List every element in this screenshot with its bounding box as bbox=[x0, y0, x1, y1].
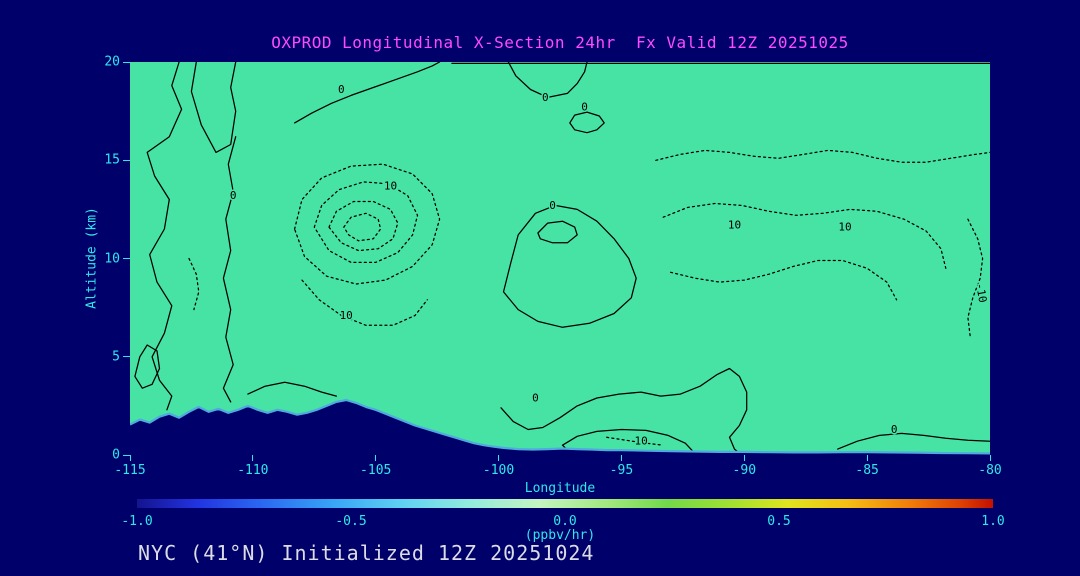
contour-line-dotted bbox=[662, 202, 947, 269]
contour-line-dotted bbox=[293, 163, 441, 285]
contour-label: 0 bbox=[542, 91, 549, 104]
contour-line-dotted bbox=[301, 279, 428, 326]
colorbar-tick-label: -0.5 bbox=[335, 514, 367, 529]
contour-line-dotted bbox=[328, 200, 399, 252]
x-axis-label: Longitude bbox=[524, 481, 596, 496]
x-tick-mark bbox=[498, 455, 500, 461]
x-tick-label: -80 bbox=[978, 463, 1002, 478]
colorbar-tick-label: 0.0 bbox=[553, 514, 577, 529]
contour-label: 10 bbox=[340, 309, 353, 322]
footer-annotation: NYC (41°N) Initialized 12Z 20251024 bbox=[138, 541, 595, 565]
contour-label: 10 bbox=[634, 435, 647, 448]
chart-title: OXPROD Longitudinal X-Section 24hr Fx Va… bbox=[271, 33, 849, 52]
x-tick-label: -85 bbox=[855, 463, 879, 478]
contour-label: 10 bbox=[384, 179, 397, 192]
contour-label: -10 bbox=[973, 282, 989, 304]
contour-plot: 0 0 0 0 0 10 10 10 10 -10 0 10 0 bbox=[130, 62, 990, 455]
contour-label: 0 bbox=[891, 423, 898, 436]
contour-line-solid bbox=[247, 381, 338, 397]
terrain-silhouette bbox=[130, 400, 990, 455]
y-tick-label: 5 bbox=[112, 349, 120, 365]
y-tick-label: 15 bbox=[104, 152, 120, 168]
y-tick-mark bbox=[123, 454, 130, 456]
colorbar-units-label: (ppbv/hr) bbox=[524, 528, 596, 543]
y-tick-mark bbox=[123, 258, 130, 259]
x-tick-label: -90 bbox=[732, 463, 757, 478]
y-axis-label: Altitude (km) bbox=[84, 207, 100, 309]
contour-line-dotted bbox=[343, 212, 382, 242]
contour-line-solid bbox=[569, 111, 605, 134]
contour-line-dotted bbox=[606, 436, 664, 446]
y-tick-mark bbox=[123, 356, 130, 358]
colorbar-tick-label: -1.0 bbox=[121, 514, 153, 529]
contour-label: 10 bbox=[728, 219, 741, 232]
colorbar bbox=[137, 499, 993, 508]
x-tick-mark bbox=[129, 455, 131, 461]
contour-line-solid bbox=[293, 62, 441, 124]
x-tick-mark bbox=[743, 455, 745, 461]
contour-label: 0 bbox=[532, 392, 539, 405]
x-tick-mark bbox=[252, 455, 254, 461]
y-tick-label: 10 bbox=[104, 251, 120, 266]
contour-line-solid bbox=[190, 62, 237, 154]
x-tick-label: -110 bbox=[237, 463, 269, 478]
x-tick-label: -115 bbox=[114, 463, 146, 478]
contour-line-solid bbox=[837, 432, 990, 450]
y-tick-mark bbox=[123, 159, 130, 161]
y-tick-label: 0 bbox=[112, 447, 120, 463]
y-tick-label: 20 bbox=[104, 54, 120, 70]
contour-line-dotted bbox=[669, 259, 898, 301]
contour-label: 0 bbox=[338, 83, 345, 96]
contour-line-dotted bbox=[967, 218, 984, 338]
x-tick-mark bbox=[375, 455, 377, 461]
x-tick-label: -105 bbox=[360, 463, 392, 478]
terrain-edge-highlight bbox=[130, 398, 990, 455]
contour-line-solid bbox=[146, 62, 183, 411]
colorbar-tick-label: 0.5 bbox=[767, 514, 791, 529]
x-tick-mark bbox=[620, 455, 622, 461]
x-tick-mark bbox=[866, 455, 868, 461]
contour-line-solid bbox=[500, 367, 748, 455]
colorbar-tick-label: 1.0 bbox=[981, 514, 1005, 529]
x-tick-mark bbox=[989, 455, 991, 461]
contour-line-solid bbox=[507, 62, 588, 99]
y-tick-mark bbox=[123, 61, 130, 63]
contour-label: 0 bbox=[581, 101, 588, 114]
contour-line-solid bbox=[134, 344, 161, 389]
contour-label: 0 bbox=[549, 199, 556, 212]
plot-area: 0 0 0 0 0 10 10 10 10 -10 0 10 0 bbox=[130, 62, 990, 455]
contour-line-dotted bbox=[313, 181, 419, 264]
contour-line-solid bbox=[222, 136, 237, 403]
x-tick-label: -100 bbox=[482, 463, 515, 478]
contour-label: 10 bbox=[838, 221, 851, 234]
x-tick-label: -95 bbox=[609, 463, 634, 478]
contour-line-solid bbox=[502, 204, 637, 328]
contour-line-dotted bbox=[188, 257, 200, 311]
contour-line-solid bbox=[537, 220, 578, 244]
contour-line-dotted bbox=[655, 149, 990, 163]
contour-label: 0 bbox=[230, 189, 237, 202]
